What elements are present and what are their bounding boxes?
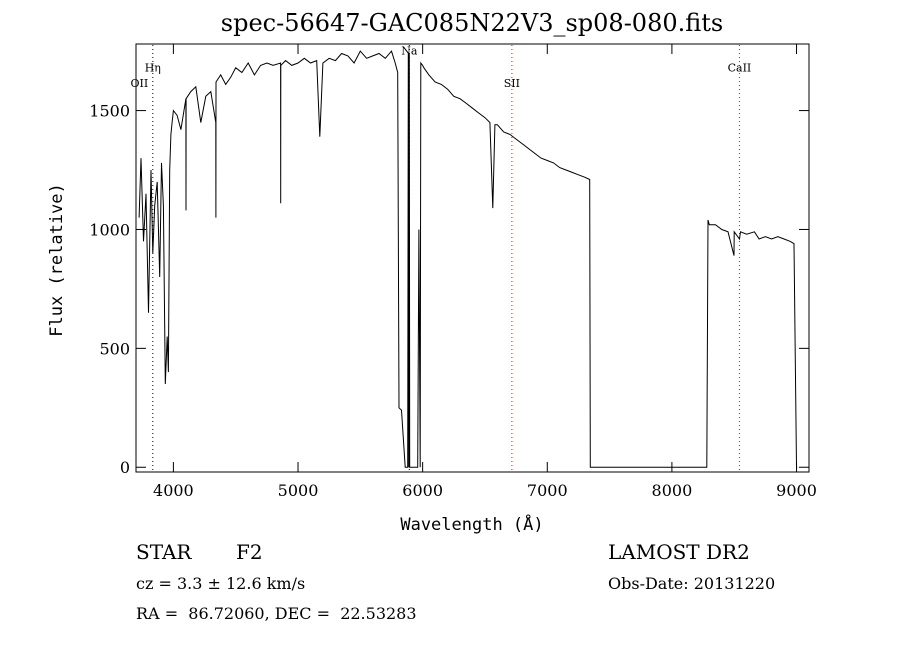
chart-title: spec-56647-GAC085N22V3_sp08-080.fits: [221, 9, 723, 37]
y-tick-label: 1500: [89, 102, 130, 121]
x-tick-label: 7000: [527, 481, 568, 500]
y-axis: 0 500 1000 1500: [89, 102, 809, 477]
x-tick-label: 4000: [153, 481, 194, 500]
y-tick-label: 0: [120, 458, 130, 477]
line-annotation: OII: [131, 77, 149, 90]
coordinates: RA = 86.72060, DEC = 22.53283: [136, 604, 417, 623]
x-tick-label: 5000: [278, 481, 319, 500]
line-annotation: SII: [504, 77, 520, 90]
obs-date: Obs-Date: 20131220: [608, 574, 776, 593]
line-annotation: CaII: [728, 61, 752, 74]
star-class: STAR: [136, 540, 192, 564]
redshift-cz: cz = 3.3 ± 12.6 km/s: [136, 574, 306, 593]
line-annotation: Na: [401, 45, 418, 58]
spectrum-series: [138, 50, 798, 468]
x-axis: 4000 5000 6000 7000 8000 9000: [153, 44, 817, 500]
x-axis-label: Wavelength (Å): [400, 513, 543, 535]
annotations: OII Hη Na SII CaII: [131, 45, 752, 90]
y-tick-label: 1000: [89, 220, 130, 239]
line-annotation: Hη: [145, 61, 161, 74]
x-tick-label: 8000: [652, 481, 693, 500]
survey-name: LAMOST DR2: [608, 540, 750, 564]
x-tick-label: 9000: [776, 481, 817, 500]
x-tick-label: 6000: [402, 481, 443, 500]
star-subclass: F2: [236, 540, 263, 564]
marker-lines: [152, 45, 740, 471]
series-line: [138, 50, 798, 468]
y-axis-label: Flux (relative): [47, 183, 67, 337]
plot-frame: [135, 43, 810, 473]
y-tick-label: 500: [99, 339, 130, 358]
